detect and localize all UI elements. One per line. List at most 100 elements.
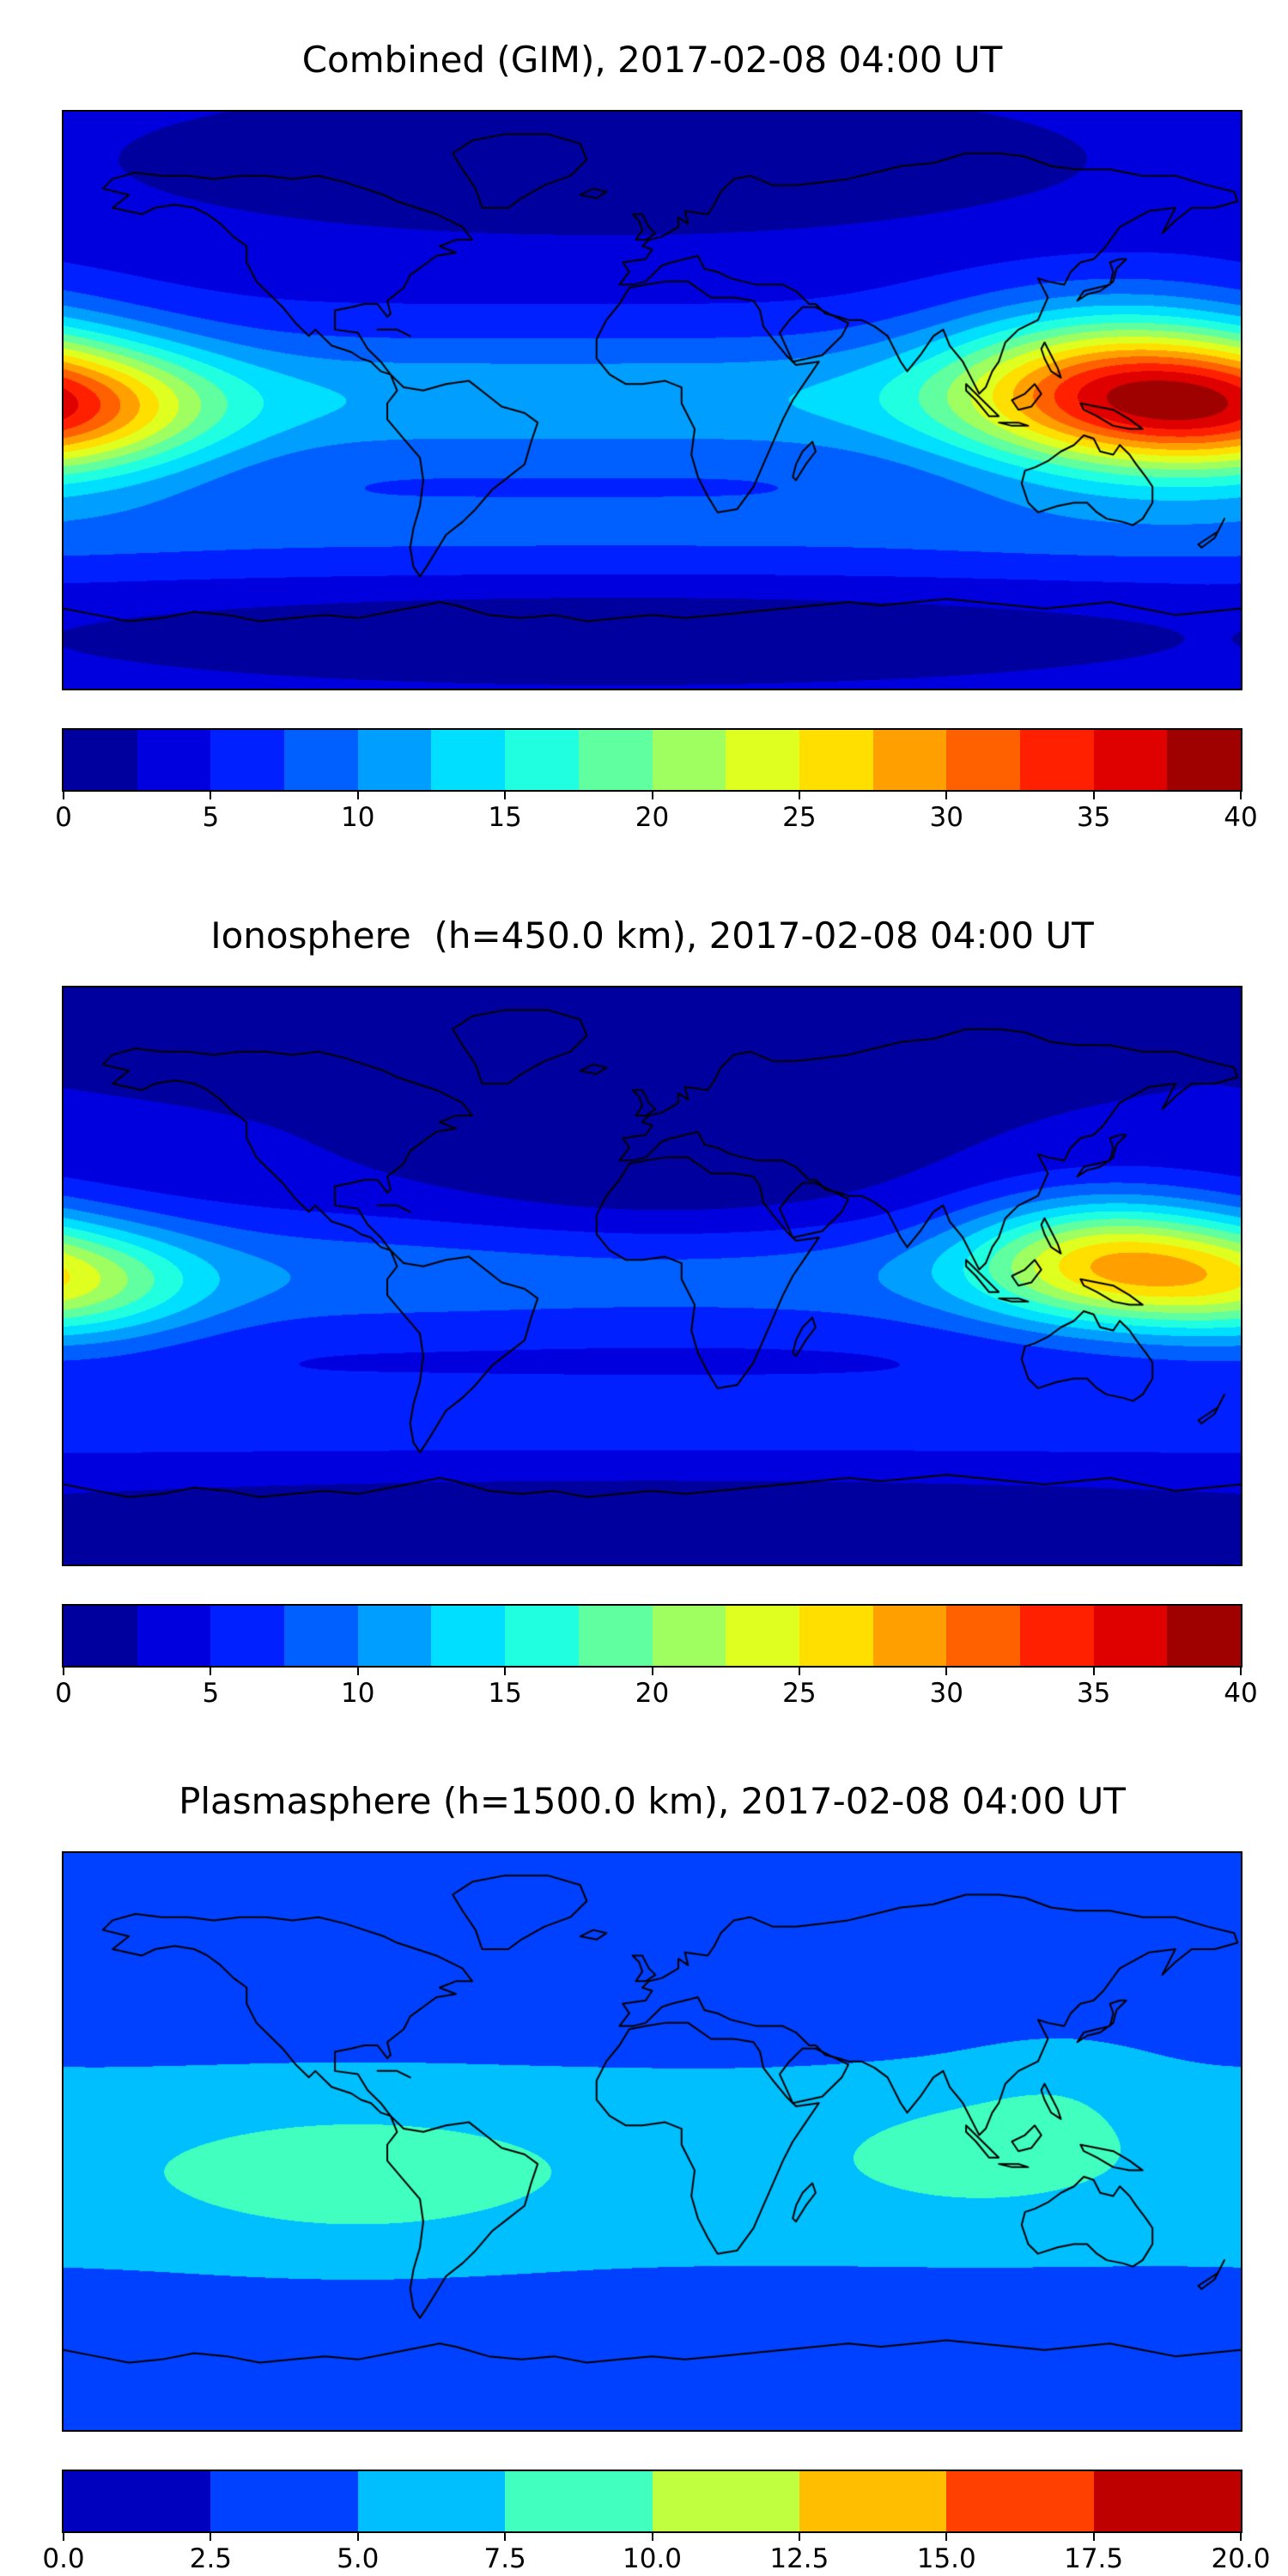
map-canvas-combined [62,110,1242,690]
map-canvas-plasmasphere [62,1851,1242,2432]
colorbar-tick-label: 20.0 [1211,2543,1271,2574]
colorbar-tick-label: 17.5 [1064,2543,1124,2574]
colorbar-segment [652,1606,726,1666]
colorbar-tick [63,1668,64,1675]
colorbar-segment [505,1606,579,1666]
colorbar-segment [946,1606,1020,1666]
panel-plasmasphere: Plasmasphere (h=1500.0 km), 2017-02-08 0… [0,1776,1288,2576]
colorbar-segment [210,2471,358,2531]
colorbar-tick-label: 30 [929,802,963,833]
colorbar-tick-label: 0.0 [42,2543,85,2574]
colorbar-segment [357,730,432,790]
colorbar-tick [210,1668,212,1675]
colorbar-segment [284,1606,358,1666]
panel-title-ionosphere: Ionosphere (h=450.0 km), 2017-02-08 04:0… [210,914,1094,957]
colorbar-tick-label: 30 [929,1678,963,1709]
colorbar-segment [578,1606,653,1666]
colorbar-segment [64,730,137,790]
colorbar-tick-label: 10 [341,802,375,833]
colorbar-ticks-combined: 0 5 10 15 20 25 30 35 40 [55,792,1258,835]
colorbar-segment [726,1606,799,1666]
colorbar-tick [356,1668,359,1675]
colorbar-segment [1167,730,1241,790]
colorbar-tick-label: 25 [782,1678,817,1709]
colorbar-segment [431,1606,506,1666]
colorbar-ionosphere [62,1604,1242,1668]
colorbar-tick [651,1668,653,1675]
colorbar-segment [137,1606,211,1666]
colorbar-segment [284,730,358,790]
colorbar-tick [356,792,359,799]
colorbar-segment [872,730,947,790]
colorbar-segment [431,730,506,790]
colorbar-segment [946,2471,1094,2531]
colorbar-tick-label: 5 [202,1678,220,1709]
colorbar-tick-label: 12.5 [769,2543,829,2574]
colorbar-segment [578,730,653,790]
colorbar-segment [210,1606,285,1666]
colorbar-segment [652,730,726,790]
colorbar-tick [1240,792,1242,799]
colorbar-segment [1019,1606,1094,1666]
colorbar-ticks-ionosphere: 0 5 10 15 20 25 30 35 40 [55,1668,1258,1710]
colorbar-segment [1093,730,1168,790]
panel-title-plasmasphere: Plasmasphere (h=1500.0 km), 2017-02-08 0… [179,1780,1126,1822]
colorbar-segment [64,1606,137,1666]
colorbar-tick [1240,1668,1242,1675]
colorbar-tick-label: 15.0 [916,2543,976,2574]
colorbar-tick [945,1668,948,1675]
colorbar-segment [1019,730,1094,790]
panel-title-combined: Combined (GIM), 2017-02-08 04:00 UT [301,39,1003,81]
colorbar-segment [64,2471,211,2531]
colorbar-tick-label: 35 [1076,1678,1111,1709]
colorbar-tick-label: 15 [488,802,522,833]
colorbar-tick [504,2533,507,2541]
colorbar-tick-label: 35 [1076,802,1111,833]
colorbar-tick-label: 40 [1224,1678,1258,1709]
colorbar-segment [872,1606,947,1666]
colorbar-tick [945,2533,948,2541]
colorbar-tick [210,792,212,799]
colorbar-tick [1092,792,1095,799]
map-frame-ionosphere [62,986,1242,1566]
colorbar-tick [651,2533,653,2541]
colorbar-tick-label: 20 [635,1678,670,1709]
colorbar-tick [798,1668,800,1675]
colorbar-plasmasphere [62,2470,1242,2533]
colorbar-tick-label: 7.5 [483,2543,526,2574]
colorbar-tick [210,2533,212,2541]
colorbar-ticks-plasmasphere: 0.0 2.5 5.0 7.5 10.0 12.5 15.0 17.5 20.0 [42,2533,1271,2576]
colorbar-tick-label: 0 [55,1678,72,1709]
colorbar-tick-label: 20 [635,802,670,833]
colorbar-segment [799,730,873,790]
colorbar-segment [505,2471,653,2531]
colorbar-tick [1092,1668,1095,1675]
colorbar-tick-label: 10 [341,1678,375,1709]
colorbar-segment [799,2471,947,2531]
colorbar-tick [1240,2533,1242,2541]
colorbar-segment [726,730,799,790]
colorbar-tick [651,792,653,799]
colorbar-tick-label: 5.0 [337,2543,380,2574]
colorbar-segment [137,730,211,790]
colorbar-segment [946,730,1020,790]
colorbar-tick [504,792,507,799]
colorbar-segment [652,2471,799,2531]
colorbar-tick-label: 15 [488,1678,522,1709]
colorbar-tick-label: 5 [202,802,220,833]
colorbar-tick [798,792,800,799]
colorbar-segment [505,730,579,790]
map-canvas-ionosphere [62,986,1242,1566]
colorbar-tick [945,792,948,799]
colorbar-segment [1093,1606,1168,1666]
panel-ionosphere: Ionosphere (h=450.0 km), 2017-02-08 04:0… [0,910,1288,1710]
colorbar-segment [357,1606,432,1666]
colorbar-tick [504,1668,507,1675]
colorbar-tick-label: 2.5 [189,2543,233,2574]
map-frame-combined [62,110,1242,690]
colorbar-tick-label: 10.0 [622,2543,683,2574]
colorbar-tick [63,792,64,799]
colorbar-segment [799,1606,873,1666]
colorbar-tick-label: 40 [1224,802,1258,833]
